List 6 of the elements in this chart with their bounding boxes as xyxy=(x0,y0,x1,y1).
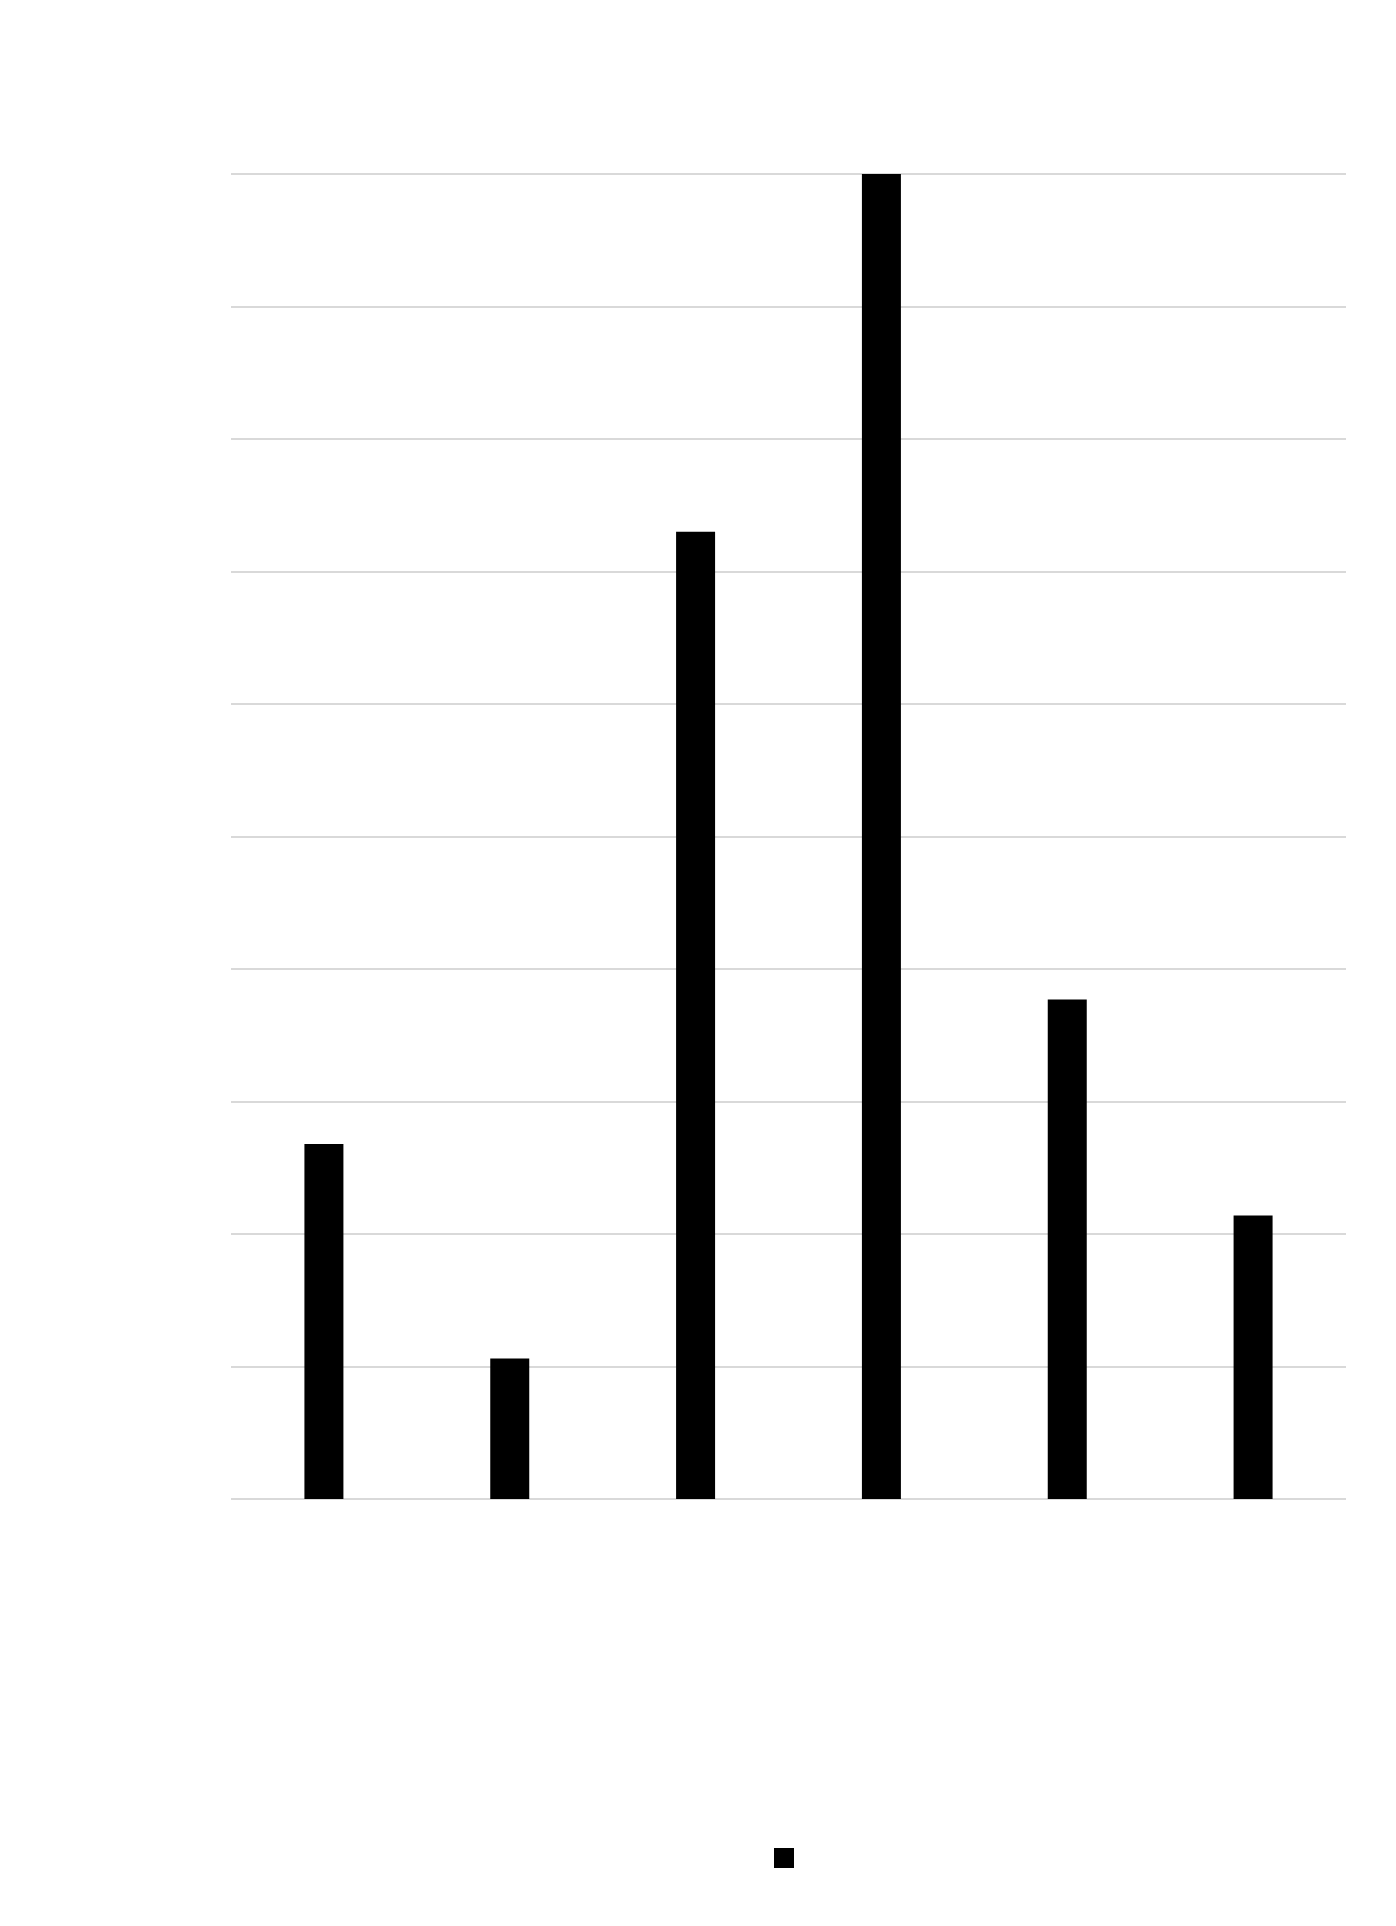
bar xyxy=(1233,1215,1273,1499)
bar xyxy=(861,174,901,1499)
bar xyxy=(676,531,716,1499)
bar xyxy=(304,1143,344,1499)
bar xyxy=(1047,999,1087,1499)
bar xyxy=(490,1358,530,1499)
